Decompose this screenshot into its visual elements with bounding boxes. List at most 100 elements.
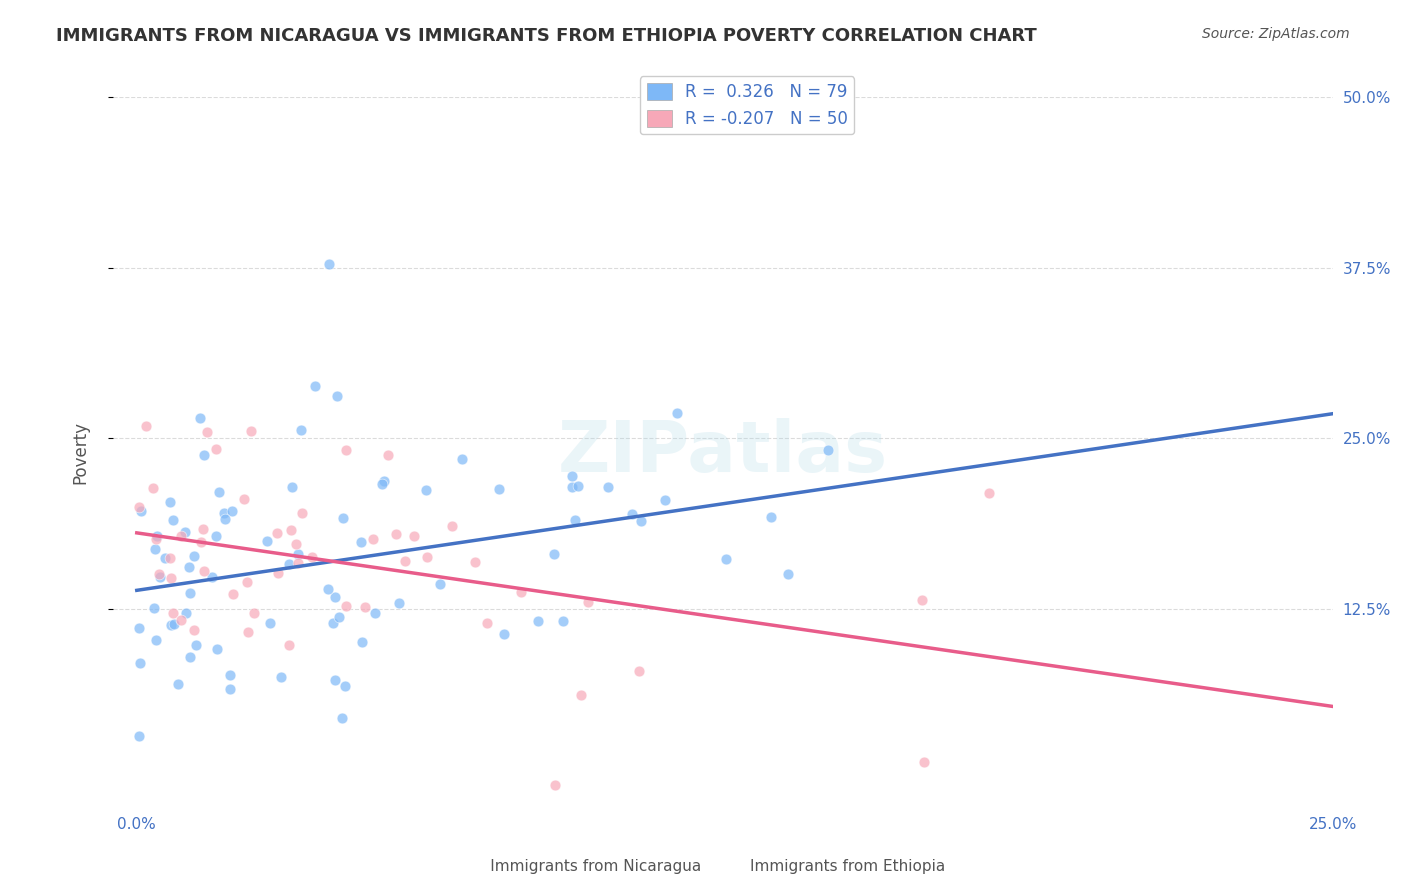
Point [475,615,498,630]
Point [190,534,212,549]
Point [912,755,935,769]
Point [290,424,312,438]
Point [301,550,323,565]
Point [350,534,373,549]
Point [188,411,211,425]
Point [665,406,688,420]
Point [145,633,167,648]
Point [323,590,346,604]
Point [242,606,264,620]
Point [146,529,169,543]
Point [416,550,439,565]
Point [488,482,510,496]
Point [776,567,799,582]
Point [361,532,384,546]
Point [193,449,215,463]
Point [564,513,586,527]
Point [222,587,245,601]
Point [654,492,676,507]
Point [232,821,254,835]
Point [977,485,1000,500]
Point [267,566,290,580]
Point [205,641,228,656]
Point [328,610,350,624]
Point [281,480,304,494]
Point [270,670,292,684]
Point [527,614,550,628]
Point [179,586,201,600]
Point [440,519,463,533]
Point [135,419,157,434]
Point [323,673,346,688]
Point [160,571,183,585]
Point [544,778,567,792]
Point [201,570,224,584]
Point [159,551,181,566]
Point [464,555,486,569]
Point [280,523,302,537]
Point [335,442,357,457]
Point [179,649,201,664]
Point [128,621,150,635]
Point [451,452,474,467]
Point [167,676,190,690]
Point [492,627,515,641]
Point [162,606,184,620]
Point [415,483,437,497]
Point [352,635,374,649]
Point [332,510,354,524]
Point [394,554,416,568]
Point [759,510,782,524]
Point [128,730,150,744]
Point [191,522,214,536]
Point [278,558,301,572]
Point [561,469,583,483]
Point [205,529,228,543]
Point [322,615,344,630]
Point [620,507,643,521]
Point [174,606,197,620]
Point [429,576,451,591]
Point [221,503,243,517]
Point [177,560,200,574]
Point [510,585,533,599]
Point [402,529,425,543]
Point [169,613,191,627]
Point [284,537,307,551]
Point [561,480,583,494]
Point [214,506,236,520]
Point [163,617,186,632]
Point [142,600,165,615]
Point [174,524,197,539]
Point [159,617,181,632]
Point [304,379,326,393]
Point [388,596,411,610]
Text: IMMIGRANTS FROM NICARAGUA VS IMMIGRANTS FROM ETHIOPIA POVERTY CORRELATION CHART: IMMIGRANTS FROM NICARAGUA VS IMMIGRANTS … [56,27,1038,45]
Point [149,569,172,583]
Text: ZIPatlas: ZIPatlas [558,417,887,487]
Point [567,479,589,493]
Point [630,514,652,528]
Point [330,711,353,725]
Point [218,681,240,696]
Point [232,492,254,507]
Point [128,657,150,671]
Point [326,389,349,403]
Point [817,442,839,457]
Point [183,624,205,638]
Point [353,600,375,615]
Text: Source: ZipAtlas.com: Source: ZipAtlas.com [1202,27,1350,41]
Point [543,547,565,561]
Point [551,615,574,629]
Point [598,480,620,494]
Point [569,688,592,702]
Point [318,258,340,272]
Point [153,550,176,565]
Point [377,448,399,462]
Point [256,534,278,549]
Point [291,506,314,520]
Point [373,474,395,488]
Point [287,547,309,561]
Point [142,482,165,496]
Point [287,557,309,571]
